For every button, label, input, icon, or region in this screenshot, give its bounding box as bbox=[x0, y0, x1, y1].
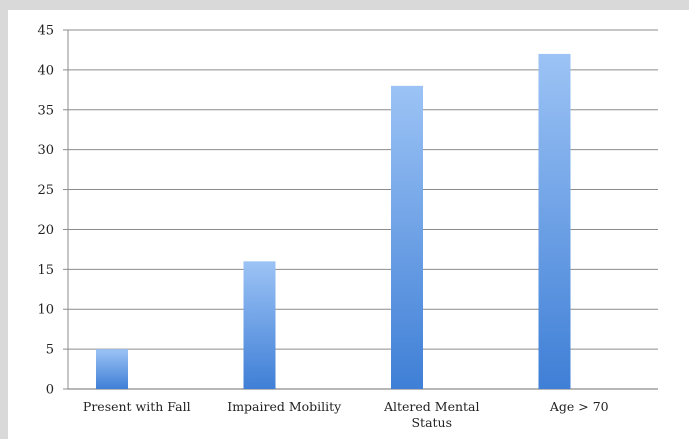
bar-2 bbox=[243, 261, 276, 389]
y-tick-label: 20 bbox=[37, 223, 54, 238]
y-tick-label: 25 bbox=[37, 183, 54, 198]
y-tick-label: 45 bbox=[37, 24, 54, 39]
y-tick-label: 10 bbox=[37, 303, 54, 318]
x-axis-labels: Present with Fall Impaired Mobility Altere… bbox=[83, 399, 609, 430]
y-axis-ticks: 0 5 10 15 20 25 30 35 40 45 bbox=[37, 24, 54, 398]
chart-frame: 0 5 10 15 20 25 30 35 40 45 Present with Fall Impa… bbox=[8, 10, 689, 439]
x-category-label: Altered Mental Status bbox=[383, 399, 480, 430]
x-category-label: Impaired Mobility bbox=[227, 399, 342, 414]
x-category-label: Age > 70 bbox=[549, 399, 609, 414]
bars bbox=[96, 53, 571, 389]
y-tick-label: 30 bbox=[37, 143, 54, 158]
y-tick-label: 0 bbox=[46, 383, 54, 398]
y-tick-label: 40 bbox=[37, 63, 54, 78]
y-tick-label: 5 bbox=[46, 343, 54, 358]
y-tick-label: 15 bbox=[37, 263, 54, 278]
y-tick-label: 35 bbox=[37, 103, 54, 118]
bar-1 bbox=[96, 349, 128, 389]
bar-chart: 0 5 10 15 20 25 30 35 40 45 Present with Fall Impa… bbox=[37, 24, 658, 430]
bar-3 bbox=[391, 85, 423, 389]
bar-4 bbox=[538, 53, 571, 389]
x-category-label: Present with Fall bbox=[83, 399, 191, 414]
